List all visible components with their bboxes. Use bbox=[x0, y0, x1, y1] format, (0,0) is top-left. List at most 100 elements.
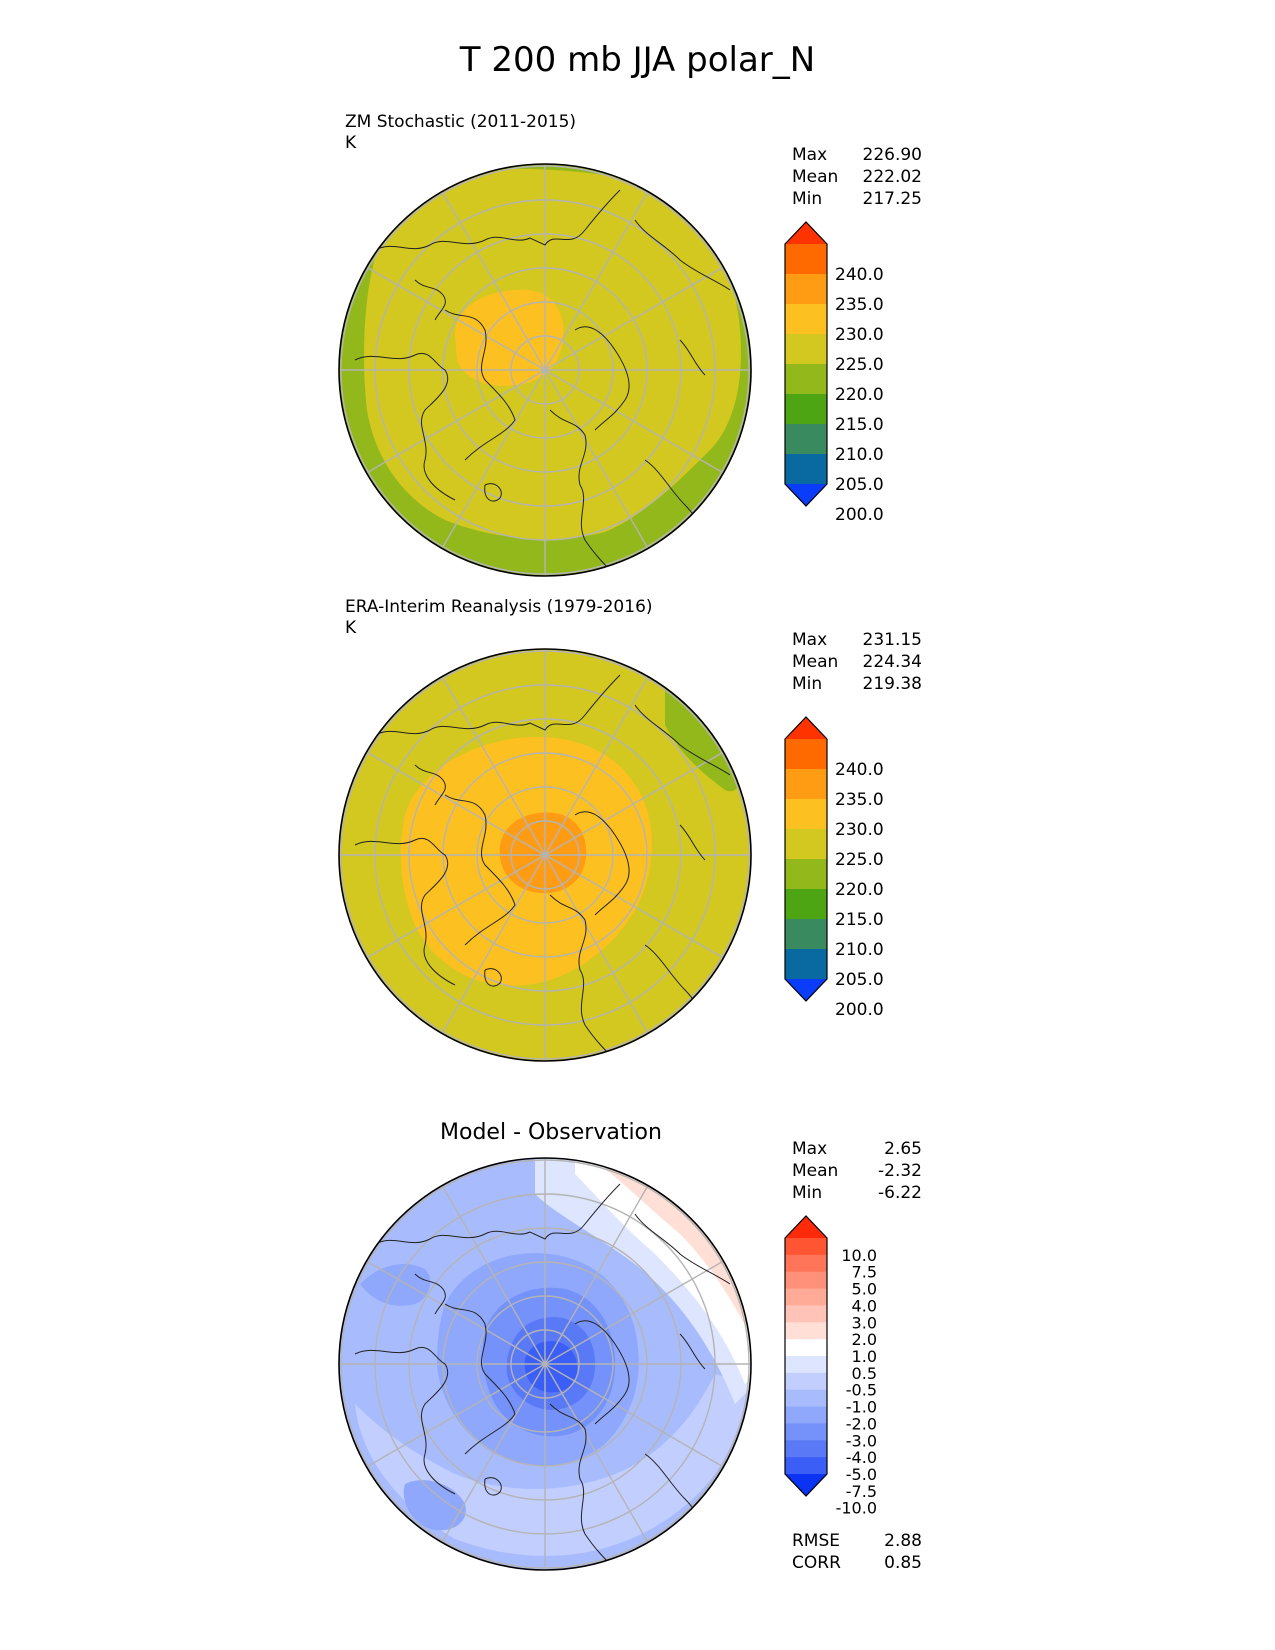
colorbar-tick-label: 210.0 bbox=[835, 445, 884, 465]
colorbar-segment bbox=[785, 424, 827, 455]
min-label: Min bbox=[792, 674, 823, 694]
max-label: Max bbox=[792, 145, 828, 165]
map-boundary bbox=[338, 648, 752, 1062]
colorbar-segment bbox=[785, 1457, 827, 1475]
colorbar-tick-label: -0.5 bbox=[846, 1381, 877, 1400]
colorbar-tick-label: 5.0 bbox=[852, 1280, 877, 1299]
panel-title-text: ZM Stochastic (2011-2015) bbox=[345, 112, 577, 132]
colorbar-segment bbox=[785, 1406, 827, 1424]
colorbar-tick-label: 225.0 bbox=[835, 850, 884, 870]
colorbar-tick-label: 2.0 bbox=[852, 1330, 877, 1349]
colorbar-segment bbox=[785, 1305, 827, 1323]
colorbar-tick-label: 215.0 bbox=[835, 415, 884, 435]
colorbar-tick-label: 235.0 bbox=[835, 295, 884, 315]
colorbar-segment bbox=[785, 1372, 827, 1391]
colorbar-tick-label: -1.0 bbox=[846, 1398, 877, 1417]
rmse-value: 2.88 bbox=[884, 1531, 922, 1551]
units-label: K bbox=[345, 133, 357, 153]
colorbar-extend-min bbox=[785, 979, 827, 1001]
colorbar-tick-label: 240.0 bbox=[835, 760, 884, 780]
colorbar-tick-label: 235.0 bbox=[835, 790, 884, 810]
mean-value: -2.32 bbox=[878, 1161, 922, 1181]
stats-box: Max 231.15 Mean 224.34 Min 219.38 bbox=[792, 629, 922, 695]
coastlines bbox=[354, 674, 731, 1061]
colorbar-segment bbox=[785, 1254, 827, 1273]
colorbar-segment bbox=[785, 1271, 827, 1290]
colorbar-tick-label: 200.0 bbox=[835, 505, 884, 525]
min-label: Min bbox=[792, 1183, 823, 1203]
min-value: 219.38 bbox=[862, 674, 922, 694]
colorbar-extend-max bbox=[785, 1216, 827, 1238]
min-value: -6.22 bbox=[878, 1183, 922, 1203]
colorbar-tick-label: -2.0 bbox=[846, 1414, 877, 1433]
polar-map bbox=[338, 1157, 752, 1571]
colorbar-tick-label: 225.0 bbox=[835, 355, 884, 375]
colorbar-segment bbox=[785, 454, 827, 485]
colorbar-segment bbox=[785, 1389, 827, 1408]
colorbar-segment bbox=[785, 334, 827, 365]
max-value: 2.65 bbox=[884, 1139, 922, 1159]
polar-map bbox=[338, 163, 752, 577]
colorbar-tick-label: -4.0 bbox=[846, 1448, 877, 1467]
colorbar-outline bbox=[784, 221, 828, 507]
stats-box: Max 2.65 Mean -2.32 Min -6.22 bbox=[792, 1138, 922, 1204]
units-label: K bbox=[345, 618, 357, 638]
colorbar-extend-max bbox=[785, 222, 827, 244]
min-value: 217.25 bbox=[862, 189, 922, 209]
colorbar-outline bbox=[784, 1215, 828, 1497]
colorbar-segment bbox=[785, 1322, 827, 1340]
colorbar-tick-label: 10.0 bbox=[841, 1246, 877, 1265]
colorbar-segment bbox=[785, 1440, 827, 1458]
colorbar-tick-label: -7.5 bbox=[846, 1482, 877, 1501]
corr-value: 0.85 bbox=[884, 1553, 922, 1573]
max-label: Max bbox=[792, 630, 828, 650]
colorbar-tick-label: 240.0 bbox=[835, 265, 884, 285]
panel-title-text: ERA-Interim Reanalysis (1979-2016) bbox=[345, 597, 653, 617]
colorbar-segment bbox=[785, 799, 827, 830]
panel-observation: ERA-Interim Reanalysis (1979-2016) K Max… bbox=[0, 0, 1275, 1062]
panel-title: ZM Stochastic (2011-2015) K bbox=[345, 112, 576, 154]
colorbar-outline bbox=[784, 716, 828, 1002]
coastlines bbox=[354, 189, 731, 576]
colorbar-tick-label: 205.0 bbox=[835, 475, 884, 495]
map-boundary bbox=[338, 1157, 752, 1571]
colorbar-tick-label: 3.0 bbox=[852, 1313, 877, 1332]
mean-label: Mean bbox=[792, 167, 839, 187]
colorbar-segment bbox=[785, 919, 827, 950]
colorbar-tick-label: 220.0 bbox=[835, 880, 884, 900]
colorbar-segment bbox=[785, 739, 827, 770]
colorbar-tick-label: 230.0 bbox=[835, 820, 884, 840]
colorbar-segment bbox=[785, 244, 827, 275]
colorbar: 240.0 235.0 230.0 225.0 220.0 215.0 210.0 205.0… bbox=[784, 716, 884, 1020]
colorbar-segment bbox=[785, 949, 827, 980]
panel-title: ERA-Interim Reanalysis (1979-2016) K bbox=[345, 597, 653, 639]
colorbar-tick-label: 7.5 bbox=[852, 1263, 877, 1282]
colorbar-segment bbox=[785, 859, 827, 890]
colorbar-segment bbox=[785, 769, 827, 800]
colorbar: 10.07.55.04.03.02.01.00.5-0.5-1.0-2.0-3.… bbox=[784, 1215, 877, 1518]
mean-label: Mean bbox=[792, 1161, 839, 1181]
colorbar-tick-label: 200.0 bbox=[835, 1000, 884, 1020]
figure-title: T 200 mb JJA polar_N bbox=[459, 40, 816, 80]
polar-map bbox=[338, 648, 752, 1062]
mean-label: Mean bbox=[792, 652, 839, 672]
colorbar-tick-label: 0.5 bbox=[852, 1364, 877, 1383]
colorbar-segment bbox=[785, 1288, 827, 1306]
colorbar-tick-label: 210.0 bbox=[835, 940, 884, 960]
max-label: Max bbox=[792, 1139, 828, 1159]
colorbar-tick-label: -3.0 bbox=[846, 1431, 877, 1450]
colorbar-tick-label: 4.0 bbox=[852, 1296, 877, 1315]
colorbar-tick-label: -5.0 bbox=[846, 1465, 877, 1484]
max-value: 231.15 bbox=[862, 630, 922, 650]
colorbar-segment bbox=[785, 304, 827, 335]
corr-label: CORR bbox=[792, 1553, 841, 1573]
colorbar-segment bbox=[785, 364, 827, 395]
colorbar-tick-label: 220.0 bbox=[835, 385, 884, 405]
max-value: 226.90 bbox=[862, 145, 922, 165]
stats-box: Max 226.90 Mean 222.02 Min 217.25 bbox=[792, 144, 922, 210]
colorbar-segment bbox=[785, 1238, 827, 1256]
panel-model: ZM Stochastic (2011-2015) K Max 226.90 Me… bbox=[0, 0, 1275, 577]
colorbar-segment bbox=[785, 394, 827, 425]
colorbar-segment bbox=[785, 1339, 827, 1357]
skill-scores: RMSE 2.88 CORR 0.85 bbox=[792, 1530, 922, 1574]
